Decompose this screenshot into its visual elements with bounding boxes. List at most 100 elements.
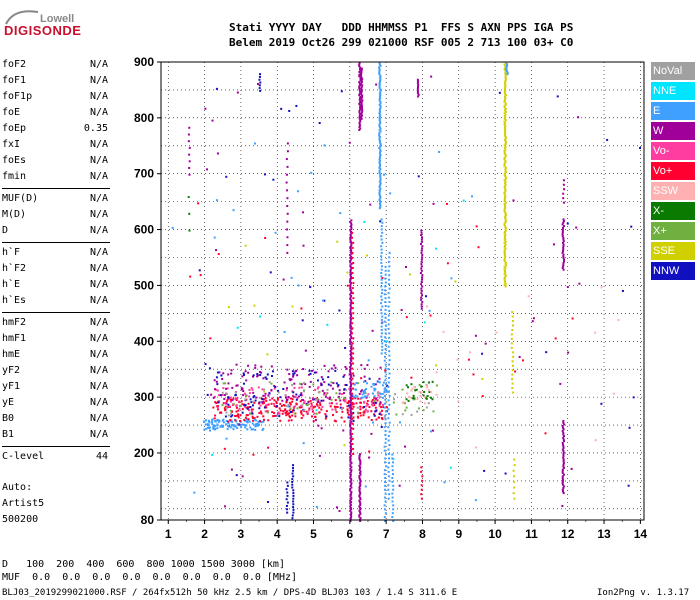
echo-point	[221, 404, 224, 407]
echo-point	[422, 394, 425, 397]
echo-point	[349, 323, 352, 326]
echo-point	[361, 389, 364, 392]
echo-point	[358, 70, 361, 73]
echo-point	[449, 466, 452, 469]
echo-point	[378, 131, 381, 134]
echo-point	[242, 390, 245, 393]
echo-streak	[420, 466, 424, 500]
echo-point	[294, 396, 297, 399]
echo-point	[225, 393, 228, 396]
echo-point	[188, 173, 191, 176]
echo-point	[380, 238, 383, 241]
echo-point	[379, 175, 382, 178]
echo-point	[359, 108, 362, 111]
echo-point	[270, 389, 273, 392]
echo-point	[308, 369, 311, 372]
echo-point	[315, 403, 318, 406]
echo-point	[349, 502, 352, 505]
echo-point	[281, 412, 284, 415]
echo-point	[359, 97, 362, 100]
echo-point	[235, 414, 238, 417]
echo-point	[384, 457, 387, 460]
echo-point	[259, 420, 262, 423]
echo-point	[278, 412, 281, 415]
echo-point	[512, 324, 515, 327]
echo-point	[374, 388, 377, 391]
echo-point	[506, 64, 509, 67]
echo-point	[384, 332, 387, 335]
echo-point	[286, 204, 289, 207]
echo-point	[425, 406, 428, 409]
echo-point	[361, 396, 364, 399]
echo-point	[221, 377, 224, 380]
echo-point	[349, 363, 352, 366]
echo-point	[258, 84, 261, 87]
echo-point	[358, 456, 361, 459]
echo-point	[350, 392, 353, 395]
echo-point	[503, 222, 506, 225]
echo-point	[563, 260, 566, 263]
echo-point	[278, 415, 281, 418]
echo-point	[339, 403, 342, 406]
echo-point	[340, 90, 343, 93]
echo-point	[309, 380, 312, 383]
echo-point	[562, 243, 565, 246]
param-value: N/A	[89, 91, 108, 102]
x-tick-label: 13	[597, 527, 611, 541]
echo-point	[418, 390, 421, 393]
echo-point	[251, 422, 254, 425]
echo-point	[384, 269, 387, 272]
echo-point	[420, 251, 423, 254]
echo-point	[291, 472, 294, 475]
echo-point	[378, 207, 381, 210]
echo-point	[349, 322, 352, 325]
echo-point	[384, 410, 387, 413]
echo-point	[208, 367, 211, 370]
echo-point	[349, 406, 352, 409]
echo-point	[562, 435, 565, 438]
echo-point	[379, 149, 382, 152]
echo-point	[504, 145, 507, 148]
echo-point	[372, 404, 375, 407]
echo-point	[511, 311, 514, 314]
echo-point	[378, 169, 381, 172]
echo-point	[342, 392, 345, 395]
echo-point	[359, 520, 362, 522]
param-separator	[2, 312, 110, 313]
echo-point	[349, 280, 352, 283]
echo-point	[378, 108, 381, 111]
echo-point	[358, 505, 361, 508]
echo-point	[446, 262, 449, 265]
echo-point	[304, 383, 307, 386]
echo-point	[235, 406, 238, 409]
echo-point	[258, 407, 261, 410]
echo-point	[226, 387, 229, 390]
echo-point	[378, 95, 381, 98]
echo-point	[295, 369, 298, 372]
echo-point	[504, 228, 507, 231]
echo-point	[430, 430, 433, 433]
echo-point	[286, 251, 289, 254]
echo-point	[381, 392, 384, 395]
echo-point	[375, 83, 378, 86]
echo-point	[252, 428, 255, 431]
echo-point	[503, 191, 506, 194]
echo-point	[350, 225, 353, 228]
echo-point	[301, 394, 304, 397]
echo-point	[394, 393, 397, 396]
x-tick-label: 8	[419, 527, 426, 541]
echo-point	[379, 105, 382, 108]
echo-point	[435, 364, 438, 367]
echo-point	[384, 277, 387, 280]
echo-point	[358, 453, 361, 456]
echo-point	[349, 261, 352, 264]
echo-point	[188, 126, 191, 129]
footer-version: Ion2Png v. 1.3.17	[597, 588, 690, 598]
echo-point	[368, 406, 371, 409]
echo-point	[562, 246, 565, 249]
echo-point	[287, 395, 290, 398]
echo-point	[383, 473, 386, 476]
echo-point	[346, 408, 349, 411]
echo-point	[329, 396, 332, 399]
echo-point	[387, 292, 390, 295]
